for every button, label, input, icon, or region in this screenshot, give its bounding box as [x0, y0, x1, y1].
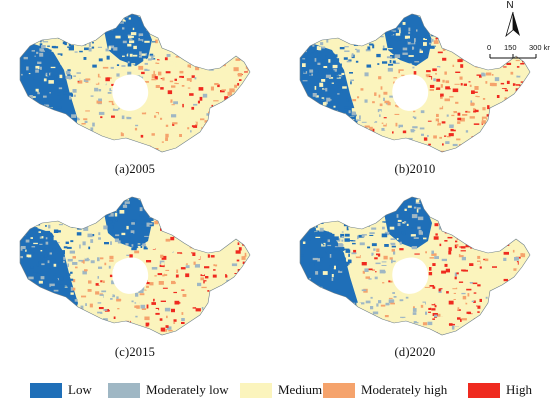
legend-item-moderately-low: Moderately low	[108, 380, 229, 400]
map-2005	[19, 13, 251, 153]
map-2020	[299, 196, 531, 336]
legend-label: High	[506, 382, 532, 397]
panel-caption: (a)2005	[114, 162, 156, 176]
region-outline	[19, 13, 251, 153]
map-panel-2015: (c)2015	[0, 193, 270, 363]
legend-item-low: Low	[30, 380, 92, 400]
map-2015	[19, 196, 251, 336]
region-outline	[19, 196, 251, 336]
north-arrow-icon	[505, 11, 520, 38]
legend: Low Moderately low Medium Moderately hig…	[30, 380, 550, 400]
map-void	[112, 257, 149, 294]
panel-caption: (d)2020	[394, 345, 436, 359]
panel-caption: (b)2010	[394, 162, 436, 176]
legend-item-moderately-high: Moderately high	[323, 380, 447, 400]
map-void	[392, 74, 429, 111]
region-outline	[299, 13, 531, 153]
legend-item-high: High	[468, 380, 532, 400]
scale-label-300: 300 km	[529, 43, 550, 52]
map-panel-2005: (a)2005	[0, 10, 270, 180]
map-panel-2010: (b)2010	[280, 10, 550, 180]
legend-swatch	[108, 382, 140, 398]
map-panel-2020: (d)2020	[280, 193, 550, 363]
legend-swatch	[468, 382, 500, 398]
legend-swatch	[30, 382, 62, 398]
legend-item-medium: Medium	[240, 380, 322, 400]
legend-swatch	[323, 382, 355, 398]
north-arrow-label: N	[506, 0, 514, 11]
scale-label-0: 0	[487, 43, 492, 52]
legend-label: Low	[68, 382, 92, 397]
legend-label: Moderately low	[146, 382, 229, 397]
map-void	[112, 74, 149, 111]
map-void	[392, 257, 429, 294]
scale-bar	[489, 54, 537, 59]
legend-swatch	[240, 382, 272, 398]
scale-label-150: 150	[504, 43, 517, 52]
legend-label: Moderately high	[361, 382, 448, 397]
scale-bar-labels: 0 150 300 km	[470, 43, 550, 55]
panel-caption: (c)2015	[114, 345, 156, 359]
legend-label: Medium	[278, 382, 323, 397]
map-2010	[299, 13, 531, 153]
region-outline	[299, 196, 531, 336]
